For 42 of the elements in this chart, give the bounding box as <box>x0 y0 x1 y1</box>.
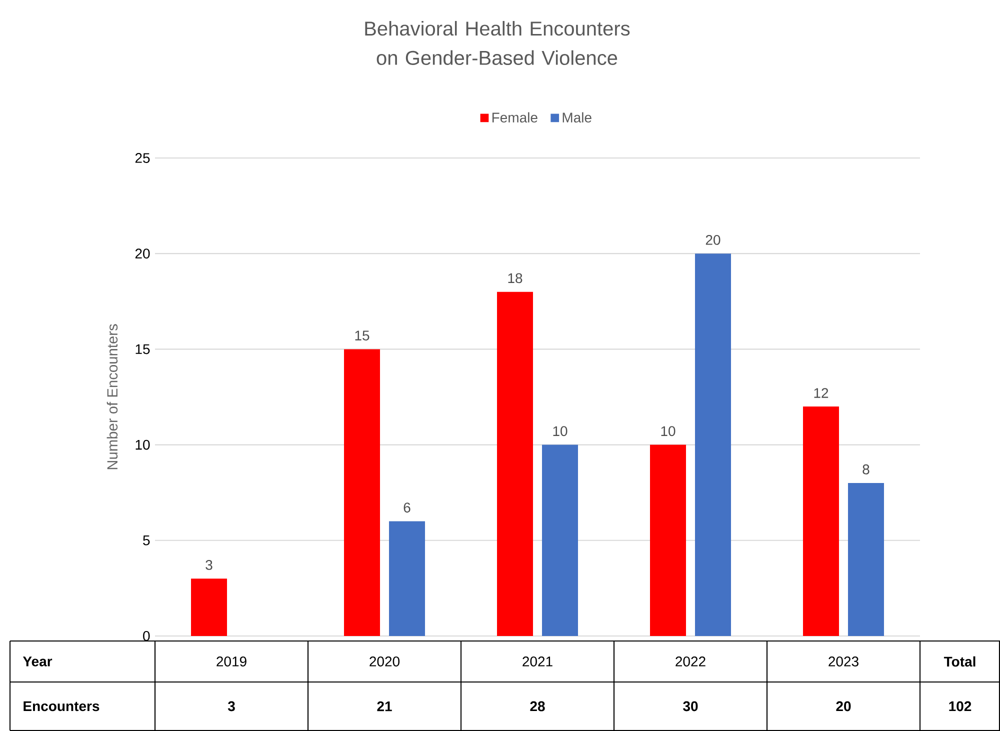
bar <box>542 444 578 636</box>
text: Encounters <box>24 701 100 712</box>
bar <box>695 254 731 636</box>
y-tick-label: 20 <box>135 248 150 259</box>
data-label: 15 <box>355 330 370 340</box>
text: 30 <box>683 701 698 712</box>
bar <box>191 578 228 636</box>
text: 28 <box>530 701 545 712</box>
legend-label: Male <box>562 112 592 123</box>
bar <box>848 483 884 636</box>
y-tick-label: 5 <box>143 536 150 546</box>
data-label: 20 <box>706 234 720 245</box>
y-axis-title: Number of Encounters <box>106 324 118 470</box>
data-label: 10 <box>553 426 568 436</box>
data-label: 10 <box>661 426 676 436</box>
text: 102 <box>949 701 972 712</box>
y-tick-label: 10 <box>136 440 150 450</box>
x-tick-label: 2023 <box>828 656 858 666</box>
y-tick-label: 15 <box>136 344 150 354</box>
x-tick-label: 2021 <box>522 656 552 666</box>
text: Total <box>944 656 976 667</box>
text: Year <box>22 656 52 666</box>
data-label: 12 <box>814 388 828 398</box>
text: 3 <box>228 701 235 712</box>
bar <box>650 444 686 636</box>
data-label: 18 <box>508 273 522 284</box>
x-tick-label: 2019 <box>216 656 246 666</box>
legend-label: Female <box>492 112 538 123</box>
y-tick-label: 0 <box>143 631 150 641</box>
data-label: 6 <box>404 502 410 513</box>
x-tick-label: 2020 <box>370 656 400 666</box>
x-tick-label: 2022 <box>676 656 706 666</box>
bar <box>497 292 533 636</box>
text: 21 <box>377 701 392 712</box>
y-tick-label: 25 <box>135 153 150 163</box>
bar <box>344 349 380 636</box>
data-label: 3 <box>206 560 212 570</box>
text: 20 <box>836 701 851 712</box>
bar <box>389 521 426 636</box>
chart-title: Behavioral Health Encounters on Gender-Based Violence <box>365 20 630 65</box>
data-label: 8 <box>862 464 870 474</box>
bar <box>803 406 839 636</box>
